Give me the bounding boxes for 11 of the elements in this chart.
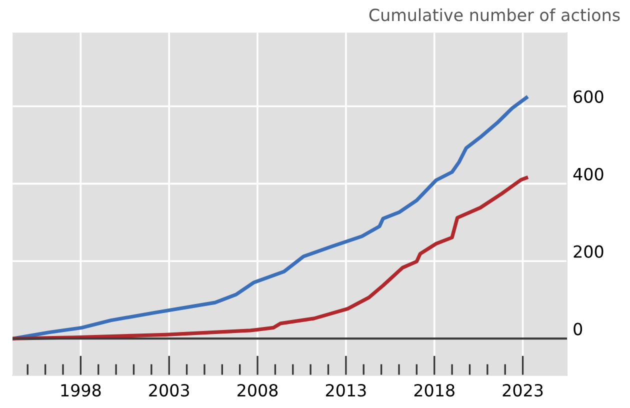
x-tick-label: 1998 [61, 384, 101, 397]
x-tick-label: 2003 [149, 384, 189, 397]
x-tick-label: 2023 [502, 384, 543, 397]
y-tick-label: 400 [573, 168, 604, 180]
y-tick-label: 600 [574, 90, 604, 103]
x-tick-label: 2013 [326, 384, 366, 397]
x-tick-label: 2018 [414, 384, 454, 397]
x-tick-label: 2008 [238, 384, 278, 397]
chart-title: Cumulative number of actions [369, 8, 620, 22]
y-tick-label: 200 [574, 245, 604, 258]
y-tick-label: 0 [574, 322, 582, 336]
